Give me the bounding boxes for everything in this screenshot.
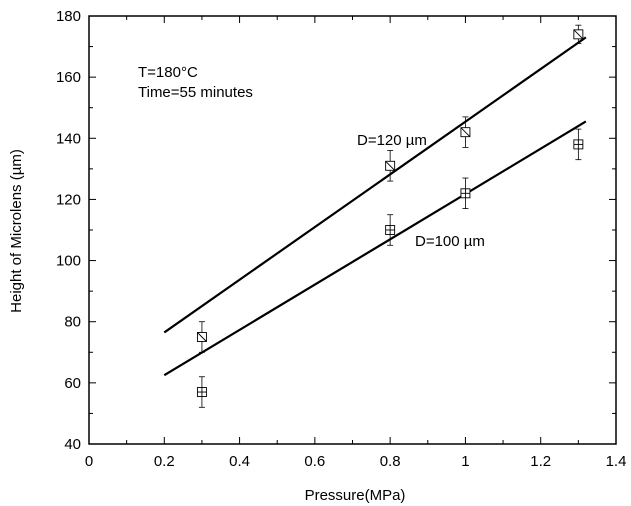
- y-tick-label: 60: [64, 375, 81, 392]
- x-tick-label: 0.2: [154, 453, 175, 470]
- annotation-d100: D=100 µm: [415, 233, 485, 250]
- y-tick-label: 40: [64, 436, 81, 453]
- data-points: [196, 24, 584, 408]
- annotation-temperature: T=180°C: [138, 64, 198, 81]
- tick-labels: 0 0.2 0.4 0.6 0.8 1 1.2 1.4 40 60 80 100 120 140 160 18…: [56, 8, 626, 470]
- x-tick-label: 0.8: [380, 453, 401, 470]
- x-tick-label: 1.4: [606, 453, 627, 470]
- x-tick-label: 0.4: [229, 453, 250, 470]
- y-tick-label: 80: [64, 314, 81, 331]
- y-tick-label: 140: [56, 130, 81, 147]
- data-point: [573, 128, 584, 161]
- data-point: [460, 116, 471, 148]
- fit-line: [163, 120, 587, 377]
- y-tick-label: 120: [56, 191, 81, 208]
- y-tick-label: 160: [56, 69, 81, 86]
- data-point: [573, 24, 584, 44]
- x-tick-label: 0.6: [304, 453, 325, 470]
- y-tick-label: 100: [56, 253, 81, 270]
- data-point: [460, 177, 471, 210]
- y-axis-title: Height of Microlens (µm): [8, 149, 25, 313]
- x-tick-label: 1.2: [530, 453, 551, 470]
- x-axis-title: Pressure(MPa): [305, 487, 406, 504]
- annotation-d120: D=120 µm: [357, 132, 427, 149]
- marker-diagonal: [460, 127, 471, 137]
- fit-line: [163, 36, 587, 334]
- data-point: [196, 376, 207, 408]
- axis-ticks: [88, 15, 617, 445]
- data-point: [385, 214, 396, 246]
- data-point: [196, 321, 207, 353]
- x-tick-label: 0: [85, 453, 93, 470]
- data-point: [385, 150, 396, 182]
- marker-diagonal: [573, 29, 584, 40]
- x-tick-label: 1: [461, 453, 469, 470]
- fit-lines: [163, 36, 587, 377]
- annotation-time: Time=55 minutes: [138, 84, 253, 101]
- y-tick-label: 180: [56, 8, 81, 25]
- marker-diagonal: [197, 332, 207, 342]
- marker-diagonal: [385, 160, 395, 171]
